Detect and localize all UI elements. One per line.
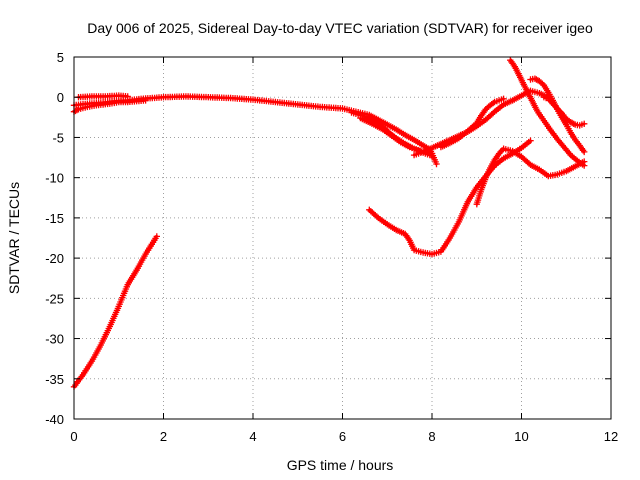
- y-tick-label: -5: [52, 130, 64, 145]
- y-tick-label: 0: [57, 90, 64, 105]
- series-markers: [473, 145, 588, 208]
- data-series: [70, 57, 588, 390]
- series-markers: [366, 137, 534, 258]
- x-tick-label: 12: [604, 429, 618, 444]
- y-tick-label: -20: [45, 251, 64, 266]
- x-tick-label: 2: [160, 429, 167, 444]
- series-markers: [437, 95, 507, 151]
- series-arc-10: [473, 145, 588, 208]
- y-tick-label: 5: [57, 50, 64, 65]
- y-tick-label: -30: [45, 332, 64, 347]
- x-tick-label: 6: [339, 429, 346, 444]
- y-tick-label: -15: [45, 211, 64, 226]
- x-tick-label: 4: [249, 429, 256, 444]
- series-markers: [540, 94, 588, 129]
- series-markers: [70, 233, 160, 390]
- series-arc-8: [437, 95, 507, 151]
- series-arc-3: [75, 92, 131, 101]
- series-arc-1: [70, 233, 160, 390]
- x-tick-label: 0: [70, 429, 77, 444]
- y-axis-label: SDTVAR / TECUs: [6, 182, 22, 294]
- grid-lines: [74, 57, 611, 419]
- series-arc-9: [366, 137, 534, 258]
- x-tick-label: 8: [428, 429, 435, 444]
- series-arc-12: [527, 75, 588, 156]
- x-axis-label: GPS time / hours: [287, 457, 394, 473]
- series-markers: [527, 75, 588, 156]
- chart-title: Day 006 of 2025, Sidereal Day-to-day VTE…: [87, 20, 593, 36]
- y-tick-label: -40: [45, 412, 64, 427]
- y-tick-label: -35: [45, 372, 64, 387]
- series-arc-11: [507, 57, 588, 169]
- axis-ticks: 0 2 4 6 8 10 12 5 0 -5 -10 -15 -20 -25 -30 -35 -40: [45, 50, 618, 444]
- series-arc-13: [540, 94, 588, 129]
- series-markers: [507, 57, 588, 169]
- x-tick-label: 10: [514, 429, 528, 444]
- y-tick-label: -25: [45, 291, 64, 306]
- y-tick-label: -10: [45, 171, 64, 186]
- series-line: [475, 147, 586, 206]
